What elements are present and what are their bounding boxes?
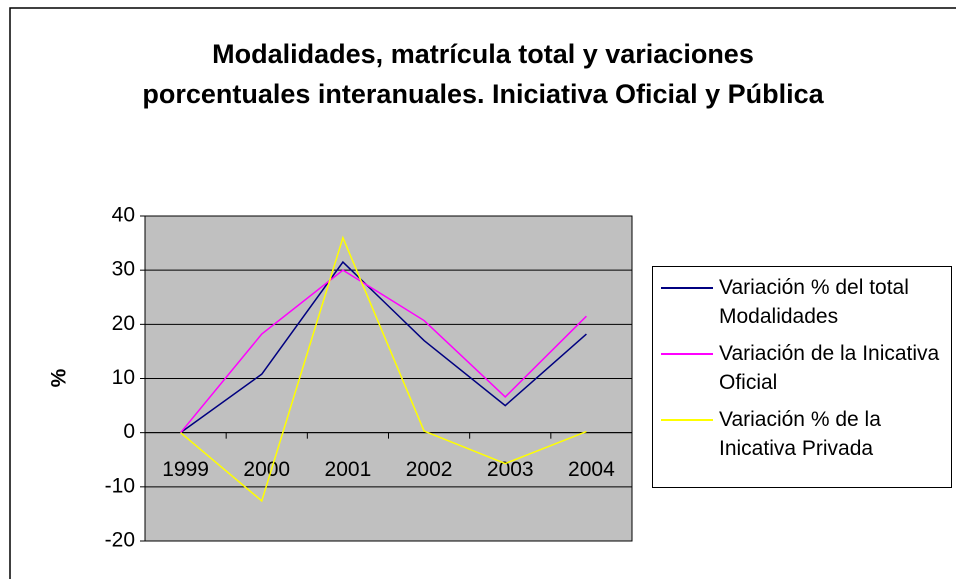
legend: Variación % del total Modalidades Variaci… xyxy=(652,266,952,488)
legend-swatch xyxy=(661,353,713,355)
legend-swatch xyxy=(661,419,713,421)
legend-label: Variación % del total Modalidades xyxy=(719,276,909,328)
y-tick-label: 0 xyxy=(123,420,135,443)
series-line xyxy=(180,235,587,503)
y-tick-label: -20 xyxy=(105,529,135,552)
x-tick-label: 2000 xyxy=(243,458,290,481)
y-tick-label: 20 xyxy=(112,312,135,335)
y-axis-label: % xyxy=(48,368,71,387)
x-tick-label: 1999 xyxy=(162,458,209,481)
y-tick-label: 30 xyxy=(112,258,135,281)
y-tick-label: -10 xyxy=(105,474,135,497)
series-line xyxy=(180,260,587,434)
legend-label: Variación de la Inicativa Oficial xyxy=(719,342,940,394)
y-tick-label: 10 xyxy=(112,366,135,389)
chart-title: Modalidades, matrícula total y variacion… xyxy=(142,39,824,109)
x-tick-label: 2003 xyxy=(487,458,534,481)
legend-entry: Variación % de la Inicativa Privada xyxy=(653,405,944,463)
legend-entry: Variación % del total Modalidades xyxy=(653,273,944,331)
x-tick-label: 2004 xyxy=(568,458,615,481)
chart-border xyxy=(9,7,956,579)
legend-entry: Variación de la Inicativa Oficial xyxy=(653,339,944,397)
series-line xyxy=(180,269,587,434)
legend-swatch xyxy=(661,287,713,289)
x-tick-label: 2001 xyxy=(325,458,372,481)
y-tick-label: 40 xyxy=(112,204,135,227)
legend-label: Variación % de la Inicativa Privada xyxy=(719,408,881,460)
x-tick-label: 2002 xyxy=(406,458,453,481)
